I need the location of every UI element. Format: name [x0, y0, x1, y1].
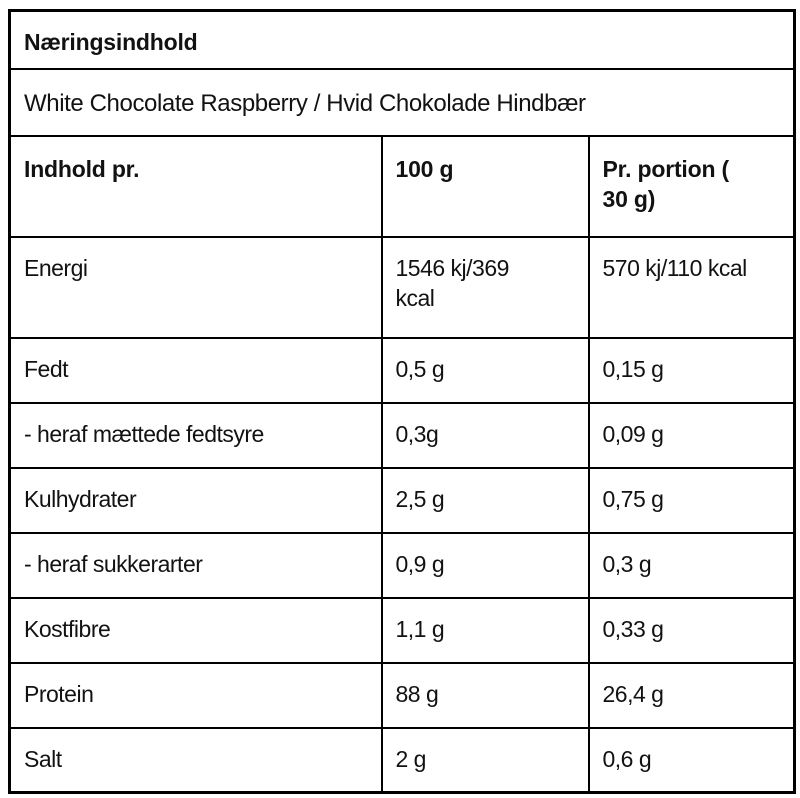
value-per-portion: 0,09 g: [587, 401, 796, 469]
value-per-100g: 2 g: [380, 726, 590, 794]
value-per-portion: 570 kj/110 kcal: [587, 235, 796, 339]
value-per-portion: 0,75 g: [587, 466, 796, 534]
nutrient-name: Kostfibre: [8, 596, 383, 664]
nutrient-row-kostfibre: Kostfibre 1,1 g 0,33 g: [8, 596, 796, 664]
nutrient-row-salt: Salt 2 g 0,6 g: [8, 726, 796, 794]
nutrient-name: - heraf mættede fedtsyre: [8, 401, 383, 469]
table-title: Næringsindhold: [8, 9, 796, 70]
nutrient-name: - heraf sukkerarter: [8, 531, 383, 599]
value-per-100g: 1546 kj/369 kcal: [380, 235, 590, 339]
nutrient-name: Energi: [8, 235, 383, 339]
value-per-100g: 0,3g: [380, 401, 590, 469]
nutrient-row-maettede-fedtsyre: - heraf mættede fedtsyre 0,3g 0,09 g: [8, 401, 796, 469]
value-per-100g: 88 g: [380, 661, 590, 729]
product-name-row: White Chocolate Raspberry / Hvid Chokola…: [8, 67, 796, 137]
nutrient-name: Salt: [8, 726, 383, 794]
table-title-row: Næringsindhold: [8, 9, 796, 70]
nutrient-row-protein: Protein 88 g 26,4 g: [8, 661, 796, 729]
column-header-100g: 100 g: [380, 134, 590, 238]
nutrient-row-energi: Energi 1546 kj/369 kcal 570 kj/110 kcal: [8, 235, 796, 339]
value-per-portion: 0,6 g: [587, 726, 796, 794]
value-per-portion: 26,4 g: [587, 661, 796, 729]
product-name: White Chocolate Raspberry / Hvid Chokola…: [8, 67, 796, 137]
value-per-100g: 2,5 g: [380, 466, 590, 534]
nutrient-name: Kulhydrater: [8, 466, 383, 534]
value-per-100g: 0,9 g: [380, 531, 590, 599]
column-header-per-portion: Pr. portion ( 30 g): [587, 134, 796, 238]
nutrition-table: Næringsindhold White Chocolate Raspberry…: [8, 9, 797, 795]
value-per-portion: 0,15 g: [587, 336, 796, 404]
value-per-portion: 0,3 g: [587, 531, 796, 599]
nutrient-name: Protein: [8, 661, 383, 729]
nutrient-row-kulhydrater: Kulhydrater 2,5 g 0,75 g: [8, 466, 796, 534]
nutrient-row-sukkerarter: - heraf sukkerarter 0,9 g 0,3 g: [8, 531, 796, 599]
value-per-portion: 0,33 g: [587, 596, 796, 664]
column-header-indhold-pr: Indhold pr.: [8, 134, 383, 238]
nutrient-row-fedt: Fedt 0,5 g 0,15 g: [8, 336, 796, 404]
value-per-100g: 1,1 g: [380, 596, 590, 664]
nutrient-name: Fedt: [8, 336, 383, 404]
column-header-row: Indhold pr. 100 g Pr. portion ( 30 g): [8, 134, 796, 238]
value-per-100g: 0,5 g: [380, 336, 590, 404]
